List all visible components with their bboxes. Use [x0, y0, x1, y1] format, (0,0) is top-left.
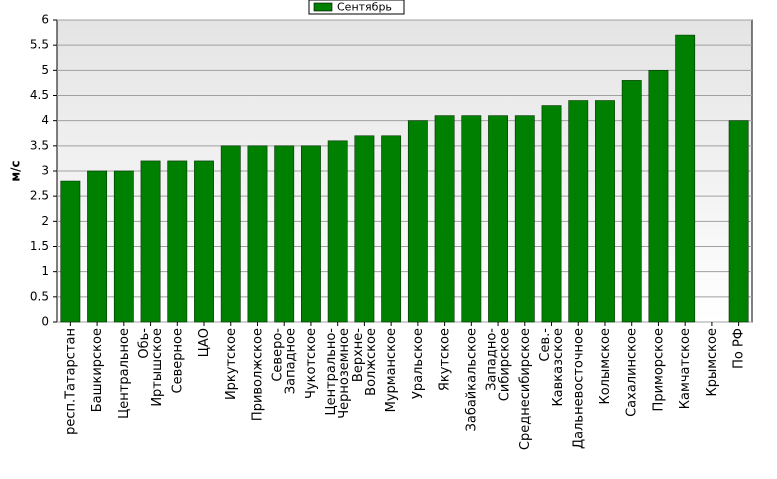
bar — [354, 135, 375, 323]
x-tick-label: Сев.-Кавказское — [538, 328, 566, 407]
bar — [568, 100, 589, 323]
bar — [247, 145, 268, 323]
x-tick-label: ЦАО — [197, 328, 212, 357]
x-tick-label: Обь-Иртышское — [137, 328, 165, 407]
y-tick-label: 6 — [41, 13, 49, 27]
bar — [140, 160, 161, 323]
bar — [488, 115, 508, 323]
x-tick-label: Якутское — [437, 328, 452, 391]
x-tick-label: Центральное — [116, 328, 131, 419]
x-tick-label: Крымское — [704, 328, 719, 397]
bar — [87, 170, 108, 323]
y-tick-label: 4 — [41, 113, 49, 127]
y-tick-label: 5 — [41, 63, 49, 77]
bar — [461, 115, 482, 323]
x-tick-label: Верхне-Волжское — [350, 328, 378, 396]
y-tick-label: 1.5 — [30, 239, 49, 253]
x-tick-label: Уральское — [410, 328, 425, 399]
bar — [728, 120, 749, 323]
x-tick-label: Иркутское — [223, 328, 238, 400]
legend-swatch — [313, 2, 333, 12]
y-tick-label: 1 — [41, 264, 49, 278]
x-tick-label: Башкирское — [90, 328, 105, 412]
bar — [434, 115, 455, 323]
bar — [621, 80, 642, 323]
bar — [514, 115, 535, 323]
x-tick-label: Дальневосточное — [571, 328, 586, 449]
bar — [301, 145, 321, 323]
y-axis-label: м/с — [9, 160, 23, 181]
bar — [675, 34, 696, 323]
legend-label: Сентябрь — [337, 1, 392, 14]
x-tick-label: респ.Татарстан — [63, 328, 78, 435]
x-tick-label: Среднесибирское — [517, 328, 532, 450]
y-tick-label: 5.5 — [30, 38, 49, 52]
bar — [327, 140, 348, 323]
y-tick-label: 4.5 — [30, 88, 49, 102]
x-tick-label: Камчатское — [678, 328, 693, 409]
y-tick-label: 0 — [41, 315, 49, 329]
x-tick-label: Приволжское — [250, 328, 265, 421]
x-tick-label: По РФ — [731, 328, 746, 369]
bar — [194, 160, 214, 323]
x-tick-label: Приморское — [651, 328, 666, 411]
bar — [274, 145, 295, 323]
x-tick-label: Забайкальское — [464, 328, 479, 431]
x-tick-label: Центрально-Черноземное — [324, 328, 352, 419]
bar — [60, 180, 81, 323]
bar — [648, 70, 669, 323]
x-tick-label: Чукотское — [303, 328, 318, 399]
x-tick-label: Северо-Западное — [270, 328, 298, 395]
bar — [407, 120, 428, 323]
bar — [541, 105, 562, 323]
legend-box — [308, 0, 405, 15]
bar — [167, 160, 188, 323]
x-tick-label: Сахалинское — [624, 328, 639, 417]
y-tick-label: 3 — [41, 164, 49, 178]
bar — [220, 145, 241, 323]
x-tick-label: Колымское — [597, 328, 612, 405]
bar — [381, 135, 402, 323]
x-tick-label: Западно-Сибирское — [484, 328, 512, 402]
bar — [595, 100, 615, 323]
x-tick-label: Мурманское — [384, 328, 399, 412]
y-tick-label: 2 — [41, 214, 49, 228]
y-tick-label: 3.5 — [30, 138, 49, 152]
y-tick-label: 2.5 — [30, 189, 49, 203]
y-tick-label: 0.5 — [30, 289, 49, 303]
bar — [113, 170, 134, 323]
x-tick-label: Северное — [170, 328, 185, 393]
